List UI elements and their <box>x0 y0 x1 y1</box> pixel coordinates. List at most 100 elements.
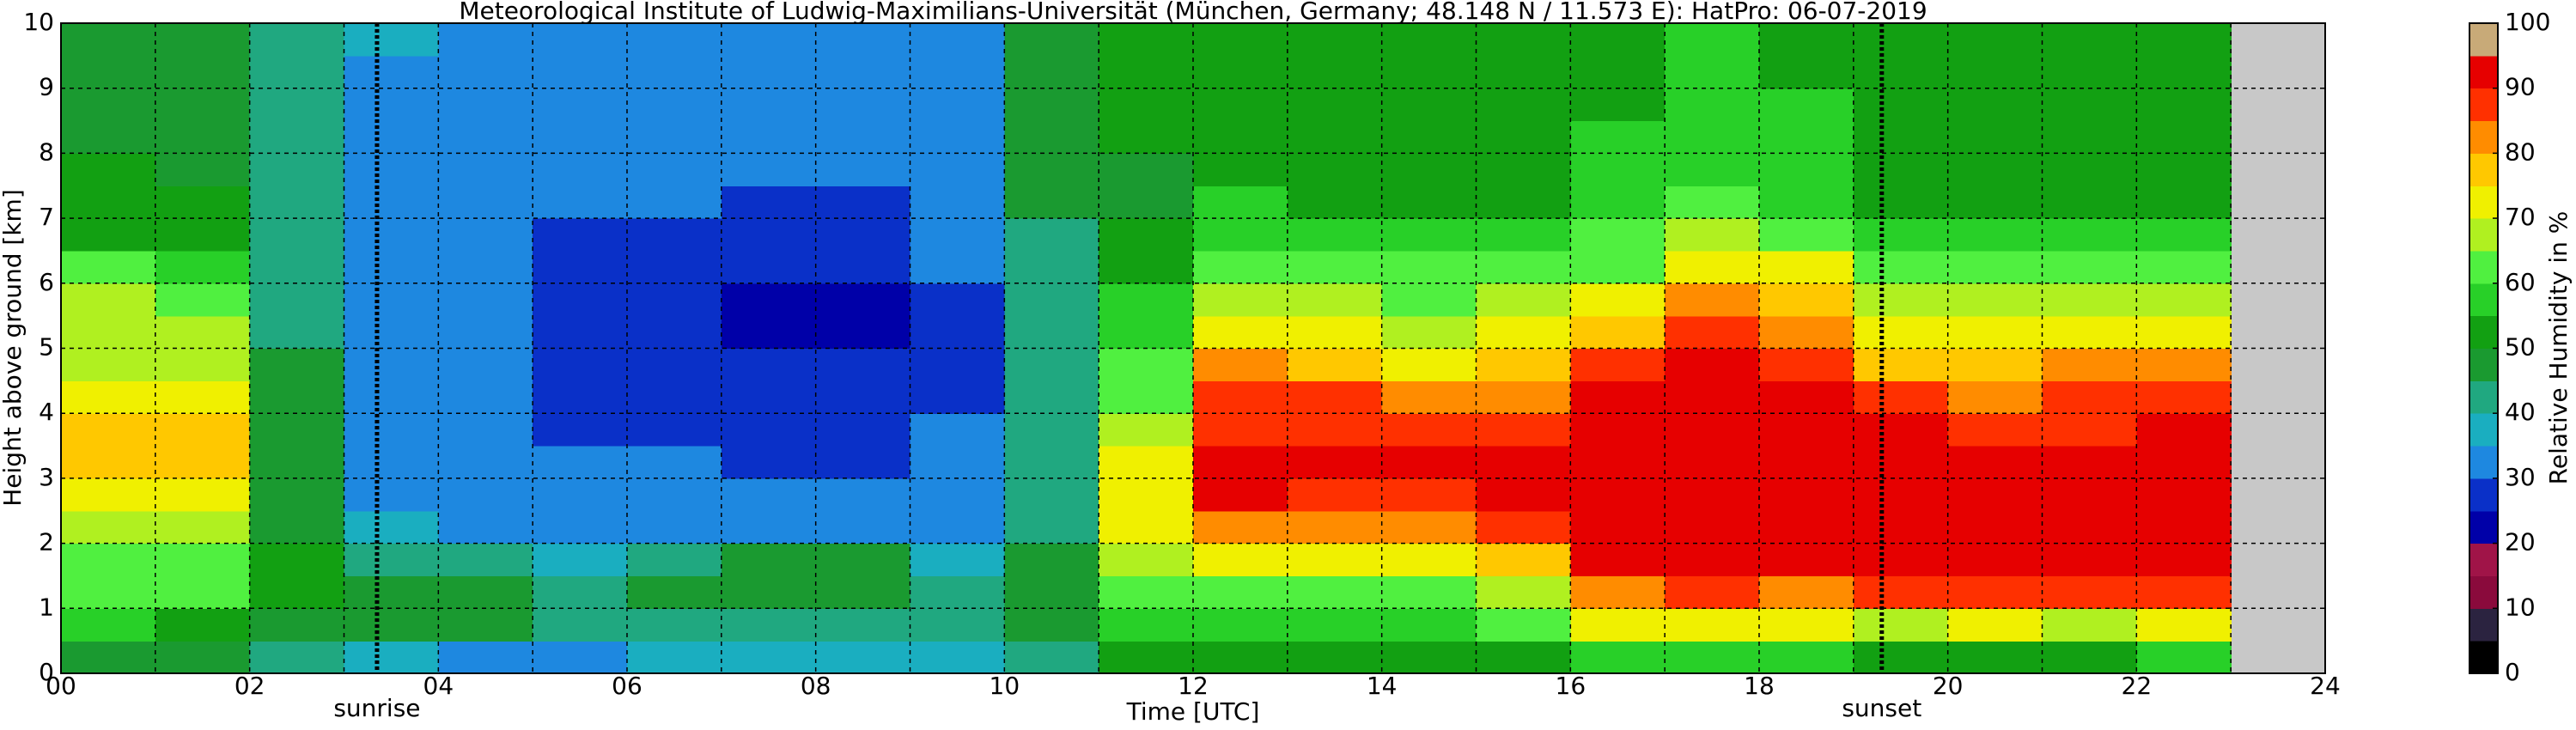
heatmap-cell <box>1476 510 1571 544</box>
heatmap-cell <box>721 283 817 317</box>
heatmap-cell <box>344 153 439 186</box>
heatmap-cell <box>344 348 439 381</box>
heatmap-cell <box>910 543 1005 577</box>
heatmap-cell <box>815 575 911 609</box>
heatmap-cell <box>721 120 817 154</box>
heatmap-cell <box>249 250 345 284</box>
heatmap-cell <box>721 380 817 414</box>
heatmap-cell <box>155 413 251 447</box>
heatmap-cell <box>533 575 628 609</box>
heatmap-cell <box>533 153 628 186</box>
heatmap-cell <box>344 413 439 447</box>
x-tick-label: 04 <box>423 672 454 700</box>
heatmap-cell <box>627 315 722 350</box>
heatmap-cell <box>155 120 251 154</box>
heatmap-cell <box>61 186 156 219</box>
y-axis-label: Height above ground [km] <box>0 189 27 507</box>
heatmap-cell <box>155 283 251 317</box>
heatmap-cell <box>627 380 722 414</box>
heatmap-cell <box>2042 153 2137 186</box>
heatmap-cell <box>1665 608 1760 642</box>
heatmap-cell <box>627 283 722 317</box>
heatmap-cell <box>1193 641 1288 674</box>
heatmap-cell <box>2042 315 2137 350</box>
heatmap-cell <box>910 23 1005 57</box>
heatmap-cell <box>249 641 345 674</box>
heatmap-cell <box>533 283 628 317</box>
heatmap-cell <box>910 315 1005 350</box>
heatmap-cell <box>1193 250 1288 284</box>
heatmap-cell <box>1287 380 1383 414</box>
heatmap-cell <box>1381 88 1477 122</box>
heatmap-cell <box>1381 543 1477 577</box>
heatmap-cell <box>1099 283 1194 317</box>
heatmap-cell <box>155 510 251 544</box>
x-axis-label: Time [UTC] <box>1126 697 1260 726</box>
heatmap-cell <box>1665 186 1760 219</box>
heatmap-cell <box>910 186 1005 219</box>
heatmap-cell <box>1665 88 1760 122</box>
heatmap-cell <box>155 315 251 350</box>
heatmap-cell <box>344 120 439 154</box>
y-tick-label: 9 <box>39 73 54 101</box>
heatmap-cell <box>1287 348 1383 381</box>
heatmap-cell <box>627 510 722 544</box>
heatmap-cell <box>1193 608 1288 642</box>
heatmap-cell <box>1287 23 1383 57</box>
heatmap-cell <box>1853 23 1949 57</box>
heatmap-cell <box>344 641 439 674</box>
heatmap-cell <box>1381 380 1477 414</box>
heatmap-cell <box>1665 153 1760 186</box>
heatmap-cell <box>61 510 156 544</box>
heatmap-cell <box>815 510 911 544</box>
heatmap-cell <box>1570 478 1666 512</box>
heatmap-cell <box>61 608 156 642</box>
heatmap-cell <box>1570 250 1666 284</box>
colorbar-tick-label: 90 <box>2505 73 2536 101</box>
heatmap-cell <box>2042 413 2137 447</box>
heatmap-cell <box>1287 186 1383 219</box>
heatmap-cell <box>1665 543 1760 577</box>
heatmap-cell <box>815 478 911 512</box>
heatmap-cell <box>1004 315 1099 350</box>
heatmap-cell <box>1099 55 1194 89</box>
heatmap-cell <box>2042 283 2137 317</box>
heatmap-cell <box>1193 23 1288 57</box>
heatmap-cell <box>1004 413 1099 447</box>
x-tick-label: 06 <box>612 672 642 700</box>
heatmap-cell <box>1759 348 1854 381</box>
heatmap-cell <box>1193 120 1288 154</box>
heatmap-cell <box>1853 478 1949 512</box>
heatmap-cell <box>249 88 345 122</box>
heatmap-cell <box>1287 478 1383 512</box>
colorbar-swatch <box>2469 608 2498 642</box>
heatmap-cell <box>1853 283 1949 317</box>
heatmap-cell <box>438 608 533 642</box>
heatmap-cell <box>1759 250 1854 284</box>
heatmap-cell <box>1853 348 1949 381</box>
heatmap-cell <box>910 218 1005 252</box>
heatmap-cell <box>1853 543 1949 577</box>
heatmap-cell <box>1665 120 1760 154</box>
heatmap-cell <box>344 608 439 642</box>
x-tick-label: 02 <box>234 672 265 700</box>
y-tick-label: 3 <box>39 463 54 491</box>
heatmap-cell <box>533 218 628 252</box>
heatmap-cell <box>1099 413 1194 447</box>
x-tick-label: 20 <box>1933 672 1964 700</box>
heatmap-cell <box>1099 88 1194 122</box>
heatmap-cell <box>910 510 1005 544</box>
colorbar-swatch <box>2469 218 2498 252</box>
heatmap-cell <box>1476 380 1571 414</box>
heatmap-cell <box>627 543 722 577</box>
heatmap-cell <box>2136 575 2232 609</box>
heatmap-cell <box>721 315 817 350</box>
heatmap-cell <box>1287 55 1383 89</box>
heatmap-cell <box>249 413 345 447</box>
heatmap-cell <box>533 446 628 479</box>
heatmap-cell <box>533 608 628 642</box>
heatmap-cell <box>249 348 345 381</box>
heatmap-cell <box>1381 608 1477 642</box>
heatmap-cell <box>721 641 817 674</box>
